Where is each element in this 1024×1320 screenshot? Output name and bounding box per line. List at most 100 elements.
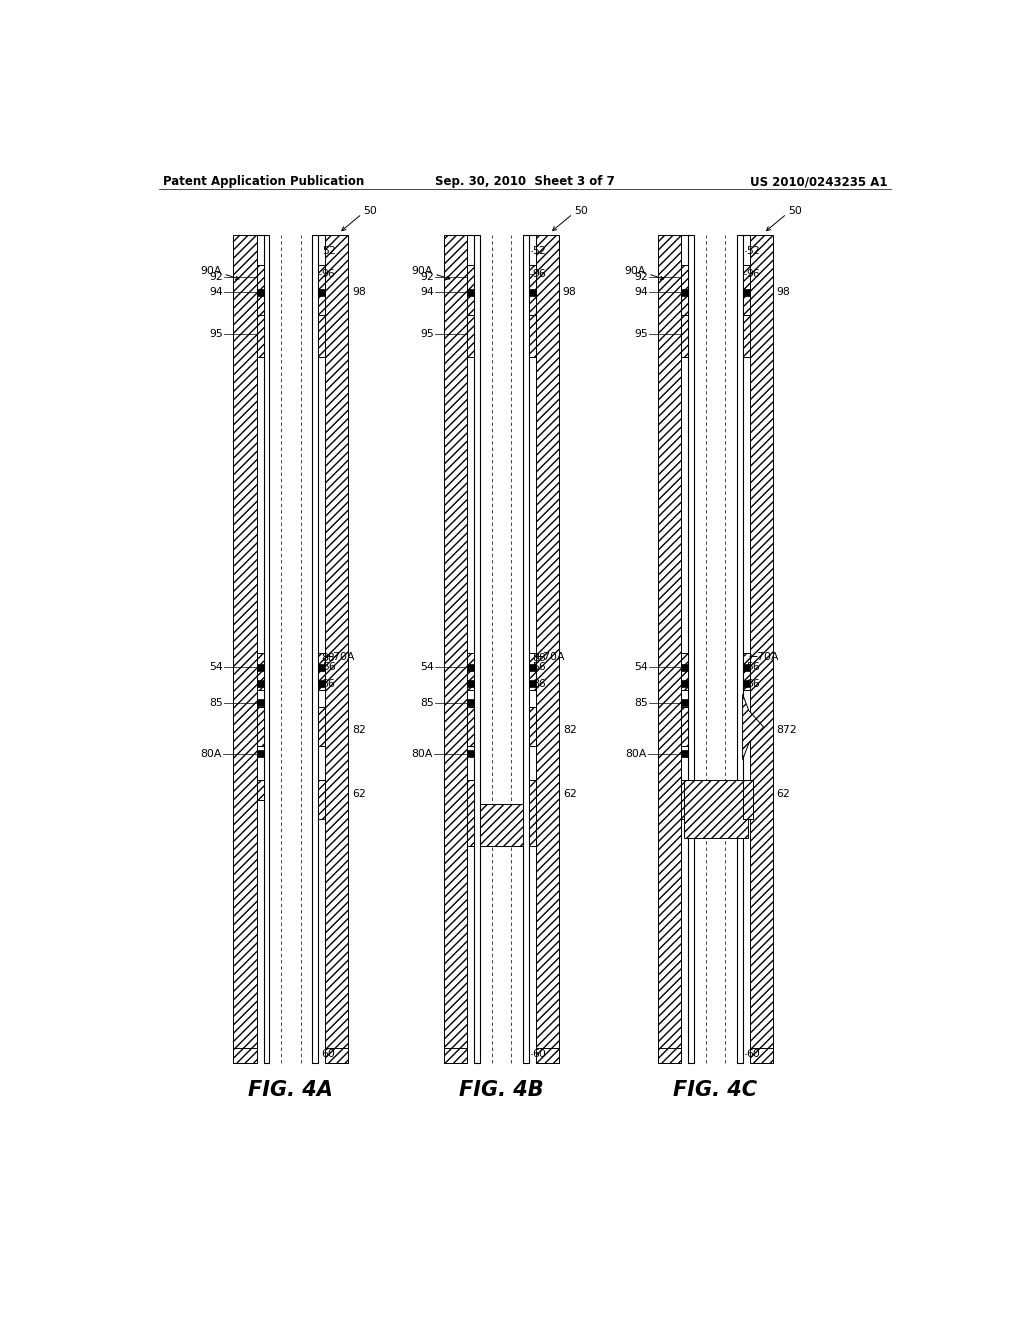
Bar [257, 314, 263, 358]
Bar [742, 265, 750, 314]
Text: 62: 62 [352, 789, 366, 799]
Bar [681, 780, 688, 818]
Bar [467, 780, 474, 846]
Text: 60: 60 [746, 1049, 761, 1059]
Text: 60: 60 [322, 1049, 336, 1059]
Text: 92: 92 [634, 272, 648, 282]
Text: 96: 96 [746, 269, 760, 279]
Bar [658, 1048, 681, 1063]
Text: 52: 52 [532, 246, 546, 256]
Bar [257, 680, 263, 688]
Bar [317, 708, 325, 746]
Bar [681, 708, 688, 746]
Text: 80A: 80A [411, 748, 432, 759]
Text: 85: 85 [210, 698, 223, 708]
Bar [317, 314, 325, 358]
Bar [684, 780, 748, 838]
Text: 86: 86 [532, 678, 546, 689]
Bar [317, 680, 325, 688]
Bar [681, 680, 688, 688]
Bar [480, 804, 523, 846]
Bar [688, 235, 693, 1063]
Bar [474, 235, 480, 1063]
Bar [257, 265, 263, 314]
Text: 94: 94 [210, 288, 223, 297]
Bar [444, 1048, 467, 1063]
Bar [257, 780, 263, 800]
Text: 82: 82 [563, 726, 577, 735]
Text: 90A: 90A [411, 265, 432, 276]
Text: 52: 52 [322, 246, 336, 256]
Text: 50: 50 [574, 206, 588, 215]
Text: 54: 54 [634, 663, 648, 672]
Text: 85: 85 [421, 698, 434, 708]
Bar [233, 1048, 257, 1063]
Text: 872: 872 [776, 726, 798, 735]
Text: 56: 56 [322, 663, 336, 672]
Text: 62: 62 [776, 789, 791, 799]
Polygon shape [742, 694, 764, 760]
Text: 56: 56 [532, 663, 546, 672]
Bar [523, 235, 528, 1063]
Bar [528, 680, 536, 688]
Text: 92: 92 [210, 272, 223, 282]
Text: 80A: 80A [625, 748, 646, 759]
Bar [467, 664, 474, 671]
Bar [257, 664, 263, 671]
Text: 98: 98 [563, 288, 577, 297]
Text: US 2010/0243235 A1: US 2010/0243235 A1 [750, 176, 888, 189]
Text: 90A: 90A [625, 265, 646, 276]
Bar [233, 235, 257, 1063]
Bar [750, 1048, 773, 1063]
Bar [467, 700, 474, 706]
Text: FIG. 4B: FIG. 4B [459, 1080, 544, 1100]
Bar [742, 680, 750, 688]
Bar [742, 653, 750, 690]
Text: 50: 50 [364, 206, 378, 215]
Text: 95: 95 [210, 329, 223, 339]
Bar [257, 750, 263, 756]
Bar [444, 235, 467, 1063]
Bar [742, 780, 753, 818]
Bar [467, 680, 474, 688]
Text: 85: 85 [634, 698, 648, 708]
Bar [257, 289, 263, 296]
Bar [317, 265, 325, 314]
Bar [317, 289, 325, 296]
Text: 56: 56 [746, 663, 760, 672]
Bar [528, 314, 536, 358]
Text: Patent Application Publication: Patent Application Publication [163, 176, 365, 189]
Text: 88: 88 [532, 653, 546, 663]
Text: 96: 96 [532, 269, 546, 279]
Bar [742, 314, 750, 358]
Bar [681, 265, 688, 314]
Text: 95: 95 [634, 329, 648, 339]
Text: 62: 62 [563, 789, 577, 799]
Bar [536, 1048, 559, 1063]
Bar [681, 664, 688, 671]
Bar [467, 265, 474, 314]
Bar [528, 708, 536, 746]
Bar [536, 235, 559, 1063]
Text: ←70A: ←70A [749, 652, 779, 663]
Bar [312, 235, 317, 1063]
Bar [750, 235, 773, 1063]
Bar [263, 235, 269, 1063]
Bar [257, 708, 263, 746]
Text: Sep. 30, 2010  Sheet 3 of 7: Sep. 30, 2010 Sheet 3 of 7 [435, 176, 614, 189]
Text: 80A: 80A [200, 748, 221, 759]
Bar [467, 750, 474, 756]
Bar [681, 314, 688, 358]
Text: 96: 96 [322, 269, 336, 279]
Bar [467, 653, 474, 690]
Text: FIG. 4C: FIG. 4C [674, 1080, 758, 1100]
Text: ←70A: ←70A [324, 652, 354, 663]
Bar [528, 653, 536, 690]
Bar [658, 235, 681, 1063]
Bar [742, 289, 750, 296]
Text: FIG. 4A: FIG. 4A [248, 1080, 333, 1100]
Text: ←70A: ←70A [535, 652, 565, 663]
Bar [325, 235, 348, 1063]
Bar [681, 700, 688, 706]
Bar [737, 235, 742, 1063]
